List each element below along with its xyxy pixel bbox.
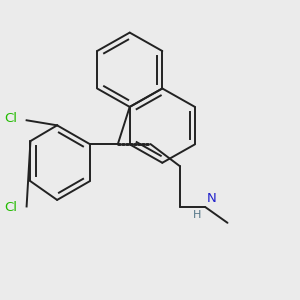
Text: Cl: Cl bbox=[5, 202, 18, 214]
Text: H: H bbox=[193, 210, 201, 220]
Text: Cl: Cl bbox=[5, 112, 18, 125]
Text: N: N bbox=[207, 192, 217, 205]
